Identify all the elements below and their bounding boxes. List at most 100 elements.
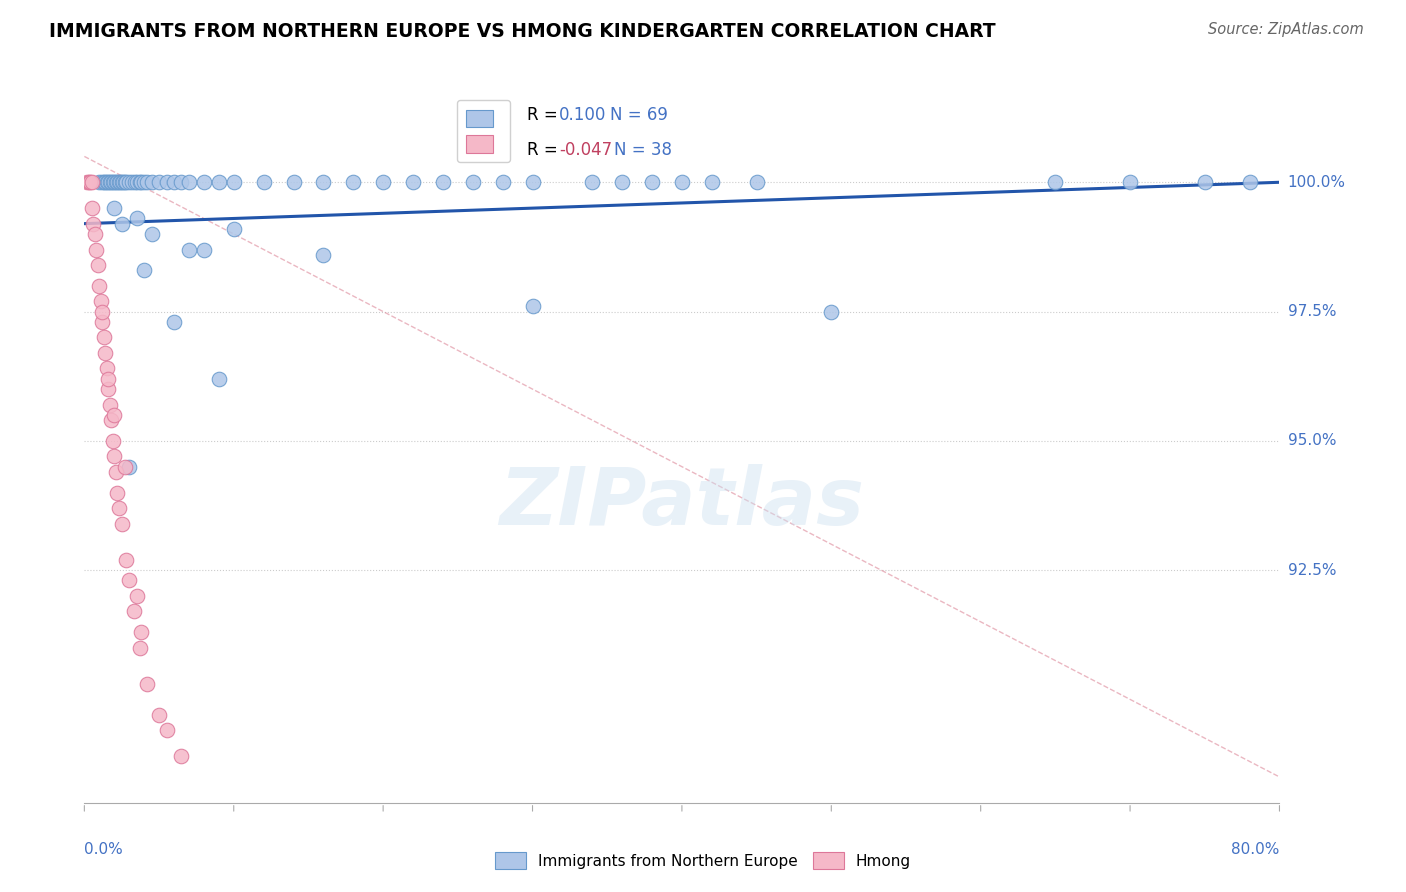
Point (148, 175, 170, 189)
Point (97, 372, 120, 386)
Point (94, 175, 117, 189)
Point (522, 299, 544, 313)
Text: 0.0%: 0.0% (84, 842, 124, 856)
Point (124, 175, 146, 189)
Text: N = 69: N = 69 (610, 105, 668, 124)
Point (132, 263, 156, 277)
Point (101, 175, 124, 189)
Point (1194, 175, 1216, 189)
Point (118, 175, 141, 189)
Point (121, 175, 143, 189)
Point (170, 175, 193, 189)
Point (98, 175, 121, 189)
Text: 95.0%: 95.0% (1288, 434, 1336, 449)
Point (193, 175, 215, 189)
Point (671, 175, 693, 189)
Text: 80.0%: 80.0% (1232, 842, 1279, 856)
Point (155, 723, 177, 738)
Point (103, 201, 125, 215)
Point (118, 574, 141, 588)
Point (107, 501, 129, 516)
Point (103, 175, 125, 189)
Point (283, 175, 305, 189)
Point (128, 640, 150, 655)
Point (136, 677, 159, 691)
Point (111, 217, 134, 231)
Point (91, 304, 114, 318)
Point (641, 175, 664, 189)
Point (97, 175, 120, 189)
Point (141, 175, 163, 189)
Point (745, 175, 768, 189)
Point (129, 175, 152, 189)
Point (93, 330, 115, 344)
Point (129, 625, 152, 640)
Point (93, 175, 115, 189)
Point (76, 175, 98, 189)
Point (97, 382, 120, 396)
Point (522, 175, 544, 189)
Point (112, 175, 135, 189)
Point (163, 175, 186, 189)
Point (208, 175, 231, 189)
Point (170, 749, 193, 764)
Point (125, 175, 148, 189)
Point (177, 175, 200, 189)
Point (700, 175, 723, 189)
Point (177, 243, 200, 257)
Point (100, 175, 122, 189)
Point (136, 175, 159, 189)
Point (104, 175, 127, 189)
Point (96, 361, 118, 376)
Point (114, 175, 136, 189)
Text: -0.047: -0.047 (558, 141, 612, 160)
Point (612, 175, 634, 189)
Point (82, 217, 104, 231)
Point (253, 175, 276, 189)
Text: Source: ZipAtlas.com: Source: ZipAtlas.com (1208, 22, 1364, 37)
Point (141, 227, 163, 241)
Point (122, 605, 145, 619)
Point (111, 175, 134, 189)
Point (461, 175, 484, 189)
Legend: , : , (457, 101, 510, 161)
Point (128, 175, 150, 189)
Text: N = 38: N = 38 (614, 141, 672, 160)
Point (111, 516, 134, 531)
Point (107, 175, 129, 189)
Point (94, 346, 117, 360)
Point (125, 211, 148, 226)
Point (100, 413, 122, 427)
Point (115, 553, 138, 567)
Point (193, 243, 215, 257)
Point (90, 294, 112, 309)
Point (89, 175, 111, 189)
Text: 97.5%: 97.5% (1288, 304, 1336, 319)
Point (132, 175, 156, 189)
Point (1045, 175, 1067, 189)
Point (91, 315, 114, 329)
Point (208, 372, 231, 386)
Text: IMMIGRANTS FROM NORTHERN EUROPE VS HMONG KINDERGARTEN CORRELATION CHART: IMMIGRANTS FROM NORTHERN EUROPE VS HMONG… (49, 22, 995, 41)
Point (79, 175, 101, 189)
Point (105, 175, 128, 189)
Point (96, 175, 118, 189)
Text: 92.5%: 92.5% (1288, 563, 1336, 578)
Point (105, 485, 128, 500)
Point (312, 248, 335, 262)
Point (98, 398, 121, 412)
Point (103, 408, 125, 422)
Point (342, 175, 364, 189)
Text: R =: R = (527, 141, 557, 160)
Point (115, 175, 138, 189)
Point (155, 175, 177, 189)
Point (114, 459, 136, 474)
Point (83, 227, 105, 241)
Point (125, 589, 148, 603)
Point (148, 707, 170, 722)
Point (1239, 175, 1261, 189)
Point (312, 175, 335, 189)
Point (89, 278, 111, 293)
Point (492, 175, 515, 189)
Legend: Immigrants from Northern Europe, Hmong: Immigrants from Northern Europe, Hmong (489, 846, 917, 875)
